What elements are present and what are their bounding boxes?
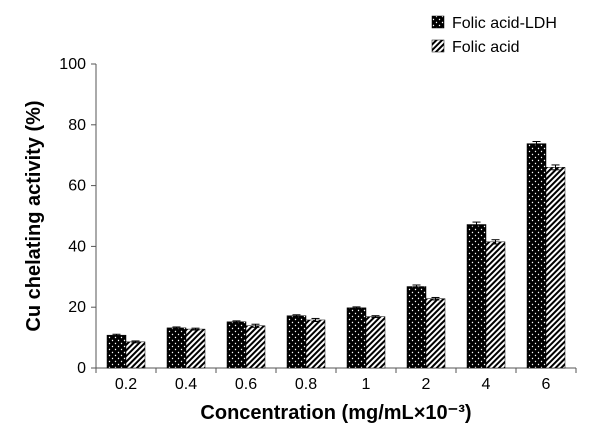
bar-series-2 <box>485 241 506 369</box>
error-bars <box>112 141 560 344</box>
bar-series-1 <box>226 321 247 369</box>
y-tick-label: 40 <box>68 238 86 255</box>
bar-series-1 <box>286 315 307 369</box>
y-ticks: 0 20 40 60 80 100 <box>59 56 96 377</box>
bar-series-2 <box>425 298 446 369</box>
bar-series-2 <box>545 167 566 369</box>
y-tick-label: 0 <box>77 360 86 377</box>
legend-item-series-1: Folic acid-LDH <box>431 15 557 32</box>
x-tick-label: 1 <box>362 376 371 393</box>
x-tick-label: 6 <box>542 376 551 393</box>
bar-series-2 <box>125 341 146 369</box>
x-ticks: 0.2 0.4 0.6 0.8 1 2 4 6 <box>95 368 577 393</box>
legend-item-series-2: Folic acid <box>431 39 520 56</box>
legend-swatch-series-1 <box>431 15 445 29</box>
x-tick-label: 0.6 <box>235 376 257 393</box>
bars <box>106 143 566 369</box>
bar-series-1 <box>526 143 547 369</box>
y-tick-label: 100 <box>59 56 86 73</box>
x-tick-label: 0.8 <box>295 376 317 393</box>
y-tick-label: 80 <box>68 117 86 134</box>
bar-series-2 <box>185 328 206 369</box>
legend: Folic acid-LDH Folic acid <box>431 15 557 56</box>
bar-series-1 <box>466 224 487 369</box>
x-tick-label: 4 <box>482 376 491 393</box>
x-tick-label: 0.2 <box>115 376 137 393</box>
x-tick-label: 0.4 <box>175 376 197 393</box>
legend-swatch-series-2 <box>431 39 445 53</box>
bar-series-2 <box>245 325 266 369</box>
x-tick-label: 2 <box>422 376 431 393</box>
y-tick-label: 20 <box>68 299 86 316</box>
bar-series-2 <box>305 319 326 369</box>
bar-series-1 <box>406 286 427 369</box>
y-tick-label: 60 <box>68 178 86 195</box>
bar-series-1 <box>346 307 367 369</box>
bar-series-1 <box>166 327 187 369</box>
bar-series-1 <box>106 334 127 369</box>
legend-label-series-1: Folic acid-LDH <box>452 15 557 32</box>
legend-label-series-2: Folic acid <box>452 39 520 56</box>
y-axis-title: Cu chelating activity (%) <box>23 100 45 331</box>
x-axis-title: Concentration (mg/mL×10⁻³) <box>200 402 471 424</box>
bar-series-2 <box>365 316 386 369</box>
